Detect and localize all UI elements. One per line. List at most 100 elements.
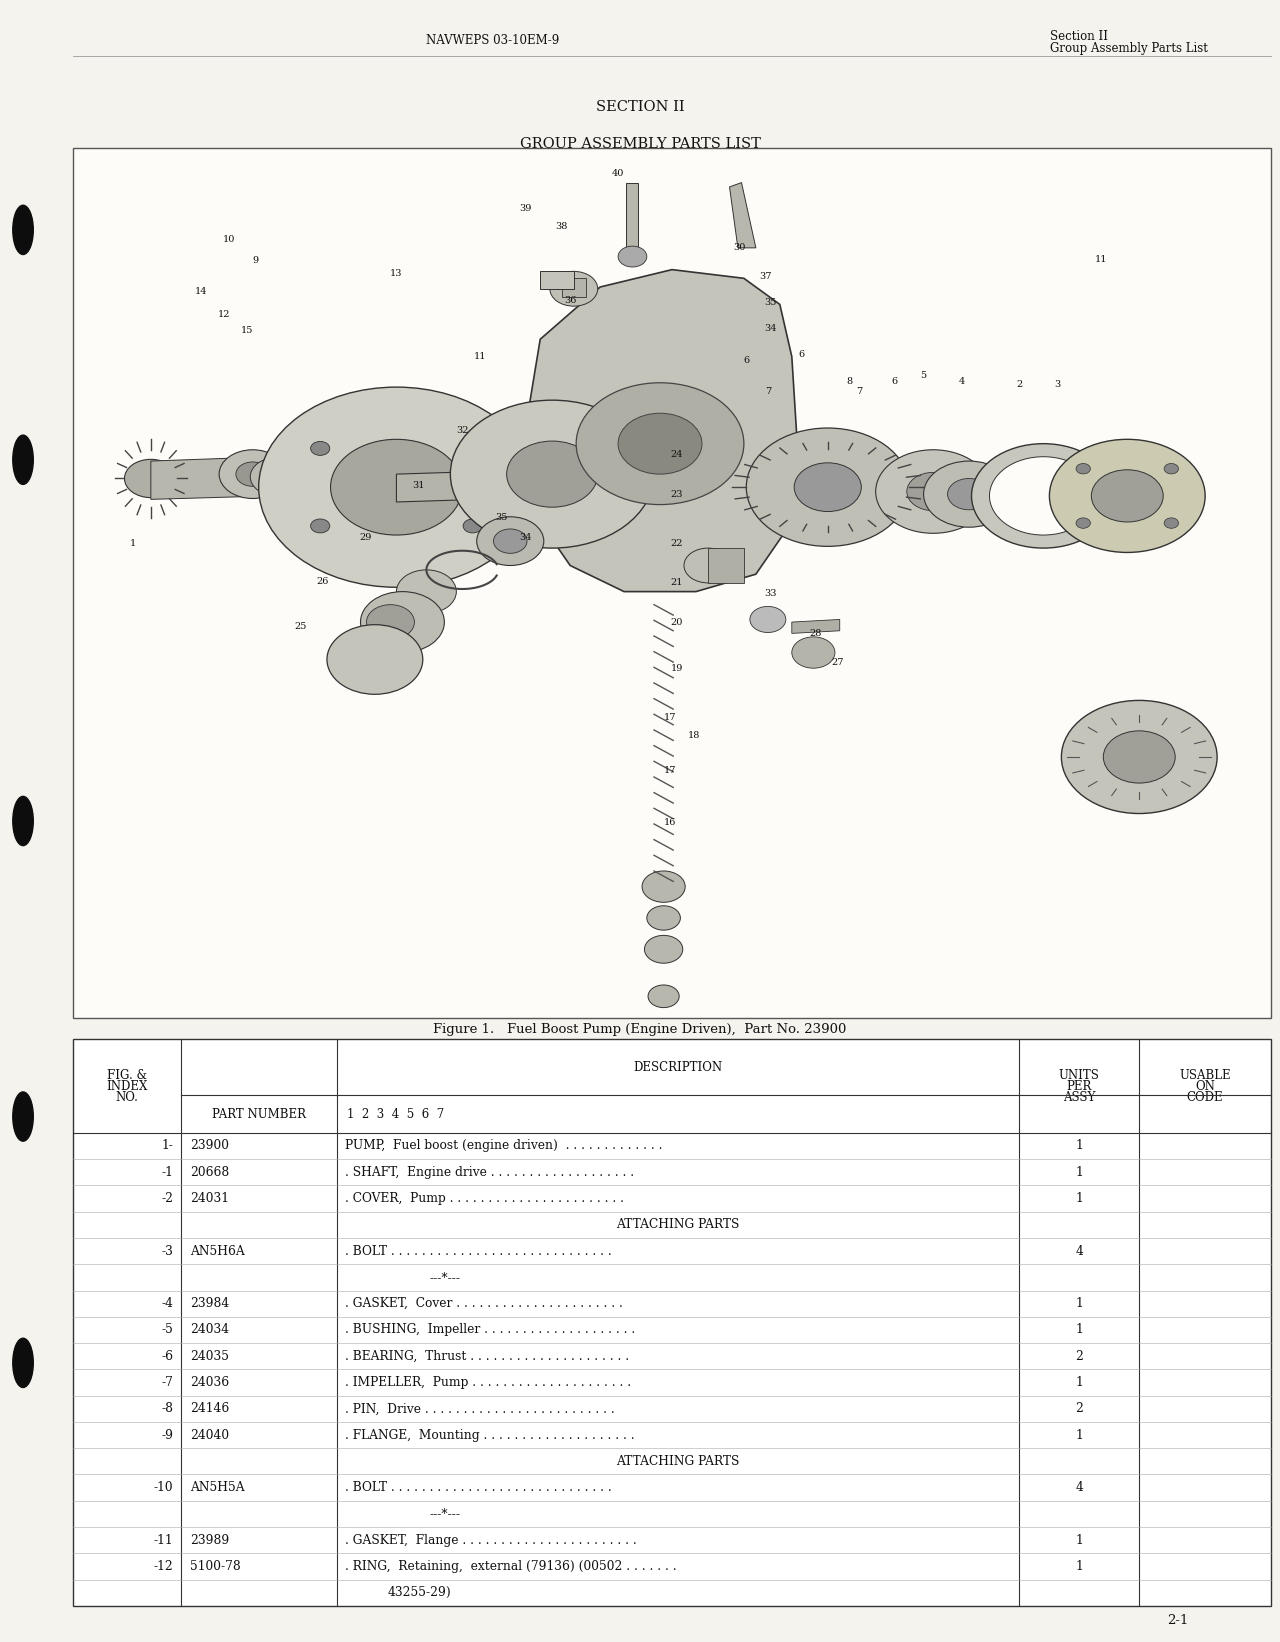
- Text: SECTION II: SECTION II: [595, 100, 685, 113]
- Polygon shape: [397, 470, 534, 502]
- Text: AN5H5A: AN5H5A: [189, 1481, 244, 1494]
- Text: ---*---: ---*---: [430, 1271, 461, 1284]
- Text: 43255-29): 43255-29): [388, 1586, 452, 1599]
- Text: 6: 6: [744, 356, 749, 366]
- Circle shape: [311, 519, 330, 534]
- Text: -9: -9: [161, 1429, 173, 1442]
- Text: 11: 11: [1094, 255, 1107, 264]
- Circle shape: [1061, 701, 1217, 813]
- Text: 23989: 23989: [189, 1534, 229, 1547]
- Text: CODE: CODE: [1187, 1090, 1224, 1103]
- Text: 30: 30: [733, 243, 745, 253]
- Polygon shape: [730, 182, 756, 248]
- Polygon shape: [792, 619, 840, 634]
- Circle shape: [576, 383, 744, 504]
- Text: 29: 29: [360, 534, 371, 542]
- Circle shape: [618, 246, 646, 268]
- Text: ---*---: ---*---: [430, 1507, 461, 1520]
- Text: 39: 39: [520, 204, 532, 213]
- Text: 1  2  3  4  5  6  7: 1 2 3 4 5 6 7: [347, 1108, 444, 1120]
- Text: 32: 32: [456, 427, 468, 435]
- Text: . BOLT . . . . . . . . . . . . . . . . . . . . . . . . . . . . .: . BOLT . . . . . . . . . . . . . . . . .…: [346, 1245, 612, 1258]
- Text: 20668: 20668: [189, 1166, 229, 1179]
- Circle shape: [684, 548, 732, 583]
- Text: 6: 6: [799, 350, 804, 360]
- Text: FIG. &: FIG. &: [106, 1069, 147, 1082]
- Text: 22: 22: [671, 539, 684, 548]
- Text: 33: 33: [764, 589, 777, 598]
- Text: 1: 1: [1075, 1297, 1083, 1310]
- Circle shape: [618, 414, 701, 475]
- Text: 24040: 24040: [189, 1429, 229, 1442]
- Text: 24035: 24035: [189, 1350, 229, 1363]
- Circle shape: [644, 936, 682, 964]
- Text: USABLE: USABLE: [1179, 1069, 1231, 1082]
- Text: . RING,  Retaining,  external (79136) (00502 . . . . . . .: . RING, Retaining, external (79136) (005…: [346, 1560, 677, 1573]
- Text: 24036: 24036: [189, 1376, 229, 1389]
- Text: -5: -5: [161, 1323, 173, 1337]
- Text: 5100-78: 5100-78: [189, 1560, 241, 1573]
- Circle shape: [972, 443, 1115, 548]
- Ellipse shape: [13, 1092, 33, 1141]
- Circle shape: [646, 906, 681, 929]
- Circle shape: [648, 985, 680, 1008]
- Text: . SHAFT,  Engine drive . . . . . . . . . . . . . . . . . . .: . SHAFT, Engine drive . . . . . . . . . …: [346, 1166, 635, 1179]
- Circle shape: [251, 458, 303, 496]
- Text: ATTACHING PARTS: ATTACHING PARTS: [616, 1218, 740, 1232]
- Ellipse shape: [13, 435, 33, 484]
- Circle shape: [330, 440, 462, 535]
- Text: -3: -3: [161, 1245, 173, 1258]
- Circle shape: [124, 460, 177, 498]
- Text: 27: 27: [831, 658, 844, 668]
- Circle shape: [460, 456, 536, 512]
- Text: 9: 9: [252, 256, 259, 266]
- Text: 26: 26: [316, 576, 329, 586]
- Text: . PIN,  Drive . . . . . . . . . . . . . . . . . . . . . . . . .: . PIN, Drive . . . . . . . . . . . . . .…: [346, 1402, 616, 1415]
- Text: 24034: 24034: [189, 1323, 229, 1337]
- Text: 34: 34: [520, 534, 532, 542]
- Text: AN5H6A: AN5H6A: [189, 1245, 244, 1258]
- Text: 12: 12: [218, 310, 230, 320]
- Text: 2: 2: [1075, 1402, 1083, 1415]
- Text: PER: PER: [1066, 1080, 1092, 1092]
- Text: NO.: NO.: [115, 1090, 138, 1103]
- Text: 4: 4: [959, 376, 965, 386]
- Text: DESCRIPTION: DESCRIPTION: [634, 1061, 722, 1074]
- Polygon shape: [540, 271, 573, 289]
- Text: 1: 1: [1075, 1140, 1083, 1153]
- Text: -8: -8: [161, 1402, 173, 1415]
- Polygon shape: [526, 269, 797, 591]
- Text: 1: 1: [1075, 1323, 1083, 1337]
- Text: 19: 19: [671, 663, 684, 673]
- Circle shape: [1092, 470, 1164, 522]
- Text: 2: 2: [1075, 1350, 1083, 1363]
- Text: 24: 24: [671, 450, 684, 458]
- Text: 10: 10: [223, 235, 236, 243]
- Text: PART NUMBER: PART NUMBER: [211, 1108, 306, 1120]
- Text: ON: ON: [1196, 1080, 1215, 1092]
- Text: 21: 21: [671, 578, 684, 588]
- Circle shape: [361, 591, 444, 652]
- Circle shape: [311, 442, 330, 455]
- Text: 36: 36: [564, 296, 576, 304]
- Text: 5: 5: [920, 371, 927, 381]
- Text: -4: -4: [161, 1297, 173, 1310]
- Text: 1: 1: [1075, 1560, 1083, 1573]
- Circle shape: [876, 450, 991, 534]
- Ellipse shape: [13, 205, 33, 255]
- Circle shape: [326, 624, 422, 695]
- Text: 17: 17: [663, 765, 676, 775]
- Circle shape: [479, 470, 517, 498]
- Circle shape: [643, 870, 685, 903]
- Text: 13: 13: [390, 269, 403, 279]
- Circle shape: [1076, 517, 1091, 529]
- Circle shape: [397, 570, 457, 614]
- Circle shape: [1164, 463, 1179, 475]
- Polygon shape: [708, 548, 744, 583]
- Polygon shape: [562, 277, 586, 297]
- Circle shape: [494, 529, 527, 553]
- Text: -6: -6: [161, 1350, 173, 1363]
- Circle shape: [1103, 731, 1175, 783]
- Text: 4: 4: [1075, 1481, 1083, 1494]
- Text: 1: 1: [1075, 1192, 1083, 1205]
